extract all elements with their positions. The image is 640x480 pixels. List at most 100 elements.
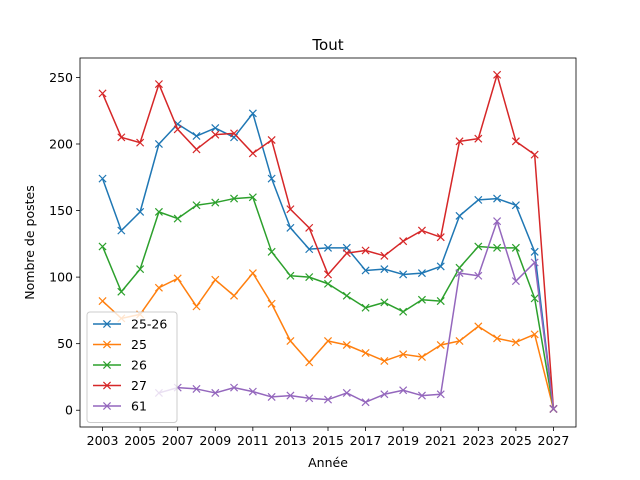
data-point <box>361 246 370 255</box>
data-point <box>361 348 370 358</box>
x-axis: 2003 2005 2007 2009 2011 2013 2015 2017 2019 2021… <box>87 427 569 448</box>
data-point <box>493 243 502 252</box>
legend-swatch-marker <box>102 319 112 329</box>
data-point <box>361 303 370 312</box>
data-point <box>117 226 126 235</box>
data-point <box>248 149 257 158</box>
data-point <box>305 245 314 254</box>
data-point <box>530 247 539 256</box>
data-point <box>493 70 502 79</box>
data-point <box>98 242 107 251</box>
data-point <box>511 277 520 286</box>
legend-swatch-marker <box>102 381 112 390</box>
data-point <box>436 340 445 350</box>
data-point <box>380 390 389 399</box>
data-point <box>493 217 502 226</box>
data-point <box>286 271 295 280</box>
data-point <box>530 330 539 339</box>
legend-swatch-marker <box>102 401 112 411</box>
data-point <box>436 262 445 271</box>
data-point <box>267 135 276 145</box>
data-point <box>136 138 145 147</box>
data-point <box>248 269 257 278</box>
data-point <box>493 334 502 343</box>
legend-label: 25 <box>131 337 147 352</box>
data-point <box>305 394 314 403</box>
data-point <box>173 274 182 283</box>
data-point <box>230 194 239 203</box>
data-point <box>305 358 314 367</box>
data-point <box>286 391 295 400</box>
chart-title: Tout <box>311 36 343 54</box>
data-point <box>305 273 314 282</box>
x-tick-label: 2013 <box>275 433 307 448</box>
y-tick-label: 200 <box>49 136 73 151</box>
y-tick-label: 0 <box>65 403 73 418</box>
legend-swatch-marker <box>102 360 112 370</box>
data-point <box>436 297 445 306</box>
data-point <box>173 214 182 223</box>
series-61 <box>154 217 558 413</box>
data-point <box>342 340 351 350</box>
x-tick-label: 2019 <box>387 433 419 448</box>
series-25 <box>98 269 558 413</box>
legend-label: 61 <box>131 399 147 414</box>
data-point <box>323 270 333 279</box>
data-point <box>474 322 483 331</box>
legend-item: 26 <box>93 358 147 373</box>
data-point <box>380 265 389 274</box>
data-point <box>474 134 483 143</box>
y-tick-label: 50 <box>57 336 73 351</box>
data-point <box>417 391 426 400</box>
data-point <box>248 193 257 202</box>
data-point <box>211 123 220 133</box>
data-point <box>323 279 333 288</box>
legend-swatch-marker <box>102 340 112 349</box>
data-point <box>455 137 464 146</box>
x-tick-label: 2005 <box>124 433 156 448</box>
y-tick-label: 250 <box>49 70 73 85</box>
data-point <box>493 194 502 203</box>
data-point <box>136 265 145 274</box>
data-point <box>323 336 333 346</box>
y-axis-label: Nombre de postes <box>22 185 37 299</box>
legend-item: 61 <box>93 399 147 414</box>
data-point <box>211 198 220 207</box>
data-point <box>98 174 107 183</box>
data-point <box>154 283 163 292</box>
series-layer <box>98 70 558 413</box>
y-axis: 0 50 100 150 200 250 <box>49 70 80 418</box>
legend: 25-26 25 26 27 61 <box>86 311 178 423</box>
data-point <box>417 226 426 235</box>
legend-label: 25-26 <box>131 317 167 332</box>
data-point <box>192 131 201 141</box>
data-point <box>117 287 126 296</box>
data-point <box>399 237 408 246</box>
x-tick-label: 2009 <box>199 433 231 448</box>
data-point <box>511 338 520 347</box>
x-tick-label: 2003 <box>87 433 119 448</box>
data-point <box>192 302 201 311</box>
data-point <box>323 395 333 404</box>
data-point <box>417 352 426 362</box>
data-point <box>154 139 163 149</box>
data-point <box>380 356 389 365</box>
y-tick-label: 150 <box>49 203 73 218</box>
legend-label: 27 <box>131 378 147 393</box>
x-axis-label: Année <box>308 455 348 470</box>
data-point <box>399 350 408 359</box>
data-point <box>230 291 239 300</box>
data-point <box>248 109 257 118</box>
data-point <box>549 404 558 413</box>
data-point <box>511 137 520 146</box>
data-point <box>361 266 370 275</box>
data-point <box>117 133 126 142</box>
data-point <box>230 133 239 142</box>
x-tick-label: 2017 <box>350 433 382 448</box>
data-point <box>474 242 483 251</box>
data-point <box>267 299 276 308</box>
data-point <box>455 269 464 278</box>
data-point <box>323 243 333 252</box>
data-point <box>417 295 426 304</box>
x-tick-label: 2015 <box>312 433 344 448</box>
